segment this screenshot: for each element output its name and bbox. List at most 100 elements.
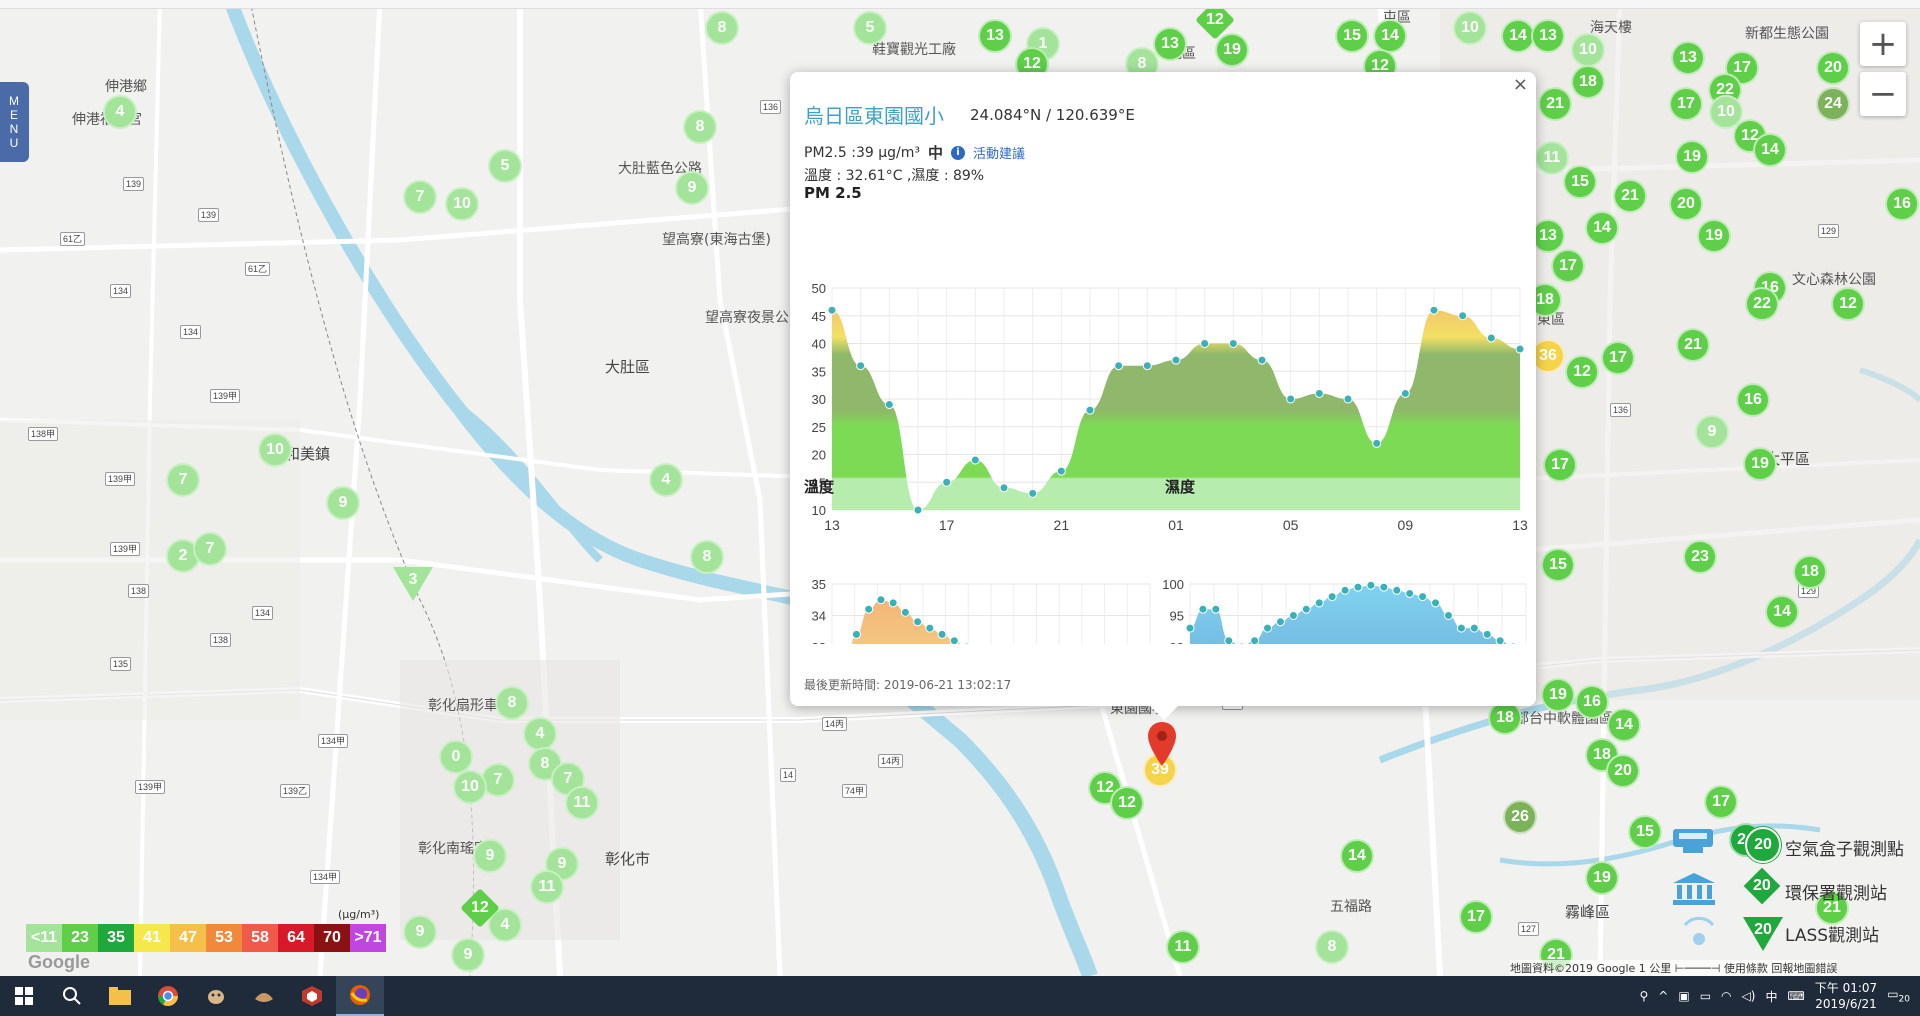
air-box-marker[interactable]: 14 [1765, 595, 1799, 629]
air-box-marker[interactable]: 19 [1215, 33, 1249, 67]
air-box-marker[interactable]: 16 [1736, 383, 1770, 417]
air-box-marker[interactable]: 8 [690, 540, 724, 574]
air-box-marker[interactable]: 17 [1543, 448, 1577, 482]
air-box-marker[interactable]: 4 [103, 95, 137, 129]
air-box-marker[interactable]: 12 [1831, 287, 1865, 321]
air-box-marker[interactable]: 11 [1166, 930, 1200, 964]
wifi-icon[interactable]: ◠ [1721, 989, 1732, 1003]
air-box-marker[interactable]: 5 [853, 11, 887, 45]
air-box-marker[interactable]: 12 [1088, 771, 1122, 805]
air-box-marker[interactable]: 8 [683, 110, 717, 144]
air-box-marker[interactable]: 12 [1565, 355, 1599, 389]
location-pin-icon[interactable] [1146, 720, 1178, 770]
search-icon[interactable] [48, 976, 96, 1016]
air-box-marker[interactable]: 14 [1501, 19, 1535, 53]
air-box-marker[interactable]: 19 [1675, 140, 1709, 174]
air-box-marker[interactable]: 10 [258, 433, 292, 467]
air-box-marker[interactable]: 17 [1459, 900, 1493, 934]
air-box-marker[interactable]: 20 [1669, 187, 1703, 221]
air-box-marker[interactable]: 18 [1793, 555, 1827, 589]
close-icon[interactable]: × [1512, 74, 1528, 95]
air-box-marker[interactable]: 21 [1538, 87, 1572, 121]
air-box-marker[interactable]: 14 [1340, 839, 1374, 873]
air-box-marker[interactable]: 14 [1585, 211, 1619, 245]
air-box-marker[interactable]: 9 [451, 938, 485, 972]
air-box-marker[interactable]: 7 [403, 180, 437, 214]
ime-indicator[interactable]: 中 [1765, 989, 1778, 1004]
air-box-marker[interactable]: 4 [488, 908, 522, 942]
battery-icon[interactable]: ▭ [1699, 989, 1712, 1003]
air-box-marker[interactable]: 7 [193, 532, 227, 566]
air-box-marker[interactable]: 23 [1683, 540, 1717, 574]
air-box-marker[interactable]: 13 [1671, 41, 1705, 75]
air-box-marker[interactable]: 5 [488, 149, 522, 183]
zoom-out-button[interactable]: − [1860, 72, 1906, 116]
air-box-marker[interactable]: 9 [675, 171, 709, 205]
air-box-marker[interactable]: 15 [1541, 548, 1575, 582]
air-box-marker[interactable]: 7 [551, 762, 585, 796]
air-box-marker[interactable]: 10 [1571, 33, 1605, 67]
air-box-marker[interactable]: 21 [1676, 328, 1710, 362]
air-box-marker[interactable]: 36 [1531, 339, 1565, 373]
air-box-marker[interactable]: 15 [1563, 165, 1597, 199]
air-box-marker[interactable]: 20 [1816, 51, 1850, 85]
keyboard-icon[interactable]: ⌨ [1787, 989, 1805, 1003]
air-box-marker[interactable]: 11 [565, 786, 599, 820]
app-icon[interactable] [240, 976, 288, 1016]
notification-icon[interactable]: ▭20 [1887, 987, 1910, 1005]
air-box-marker[interactable]: 13 [978, 19, 1012, 53]
windows-start-icon[interactable] [0, 976, 48, 1016]
air-box-marker[interactable]: 19 [1743, 447, 1777, 481]
app-icon[interactable] [192, 976, 240, 1016]
firefox-icon[interactable] [336, 976, 384, 1016]
air-box-marker[interactable]: 11 [1535, 141, 1569, 175]
chrome-icon[interactable] [144, 976, 192, 1016]
air-box-marker[interactable]: 14 [1753, 133, 1787, 167]
info-icon[interactable]: i [951, 145, 965, 160]
air-box-marker[interactable]: 20 [1606, 754, 1640, 788]
air-box-marker[interactable]: 13 [1531, 19, 1565, 53]
air-box-marker[interactable]: 17 [1551, 249, 1585, 283]
air-box-marker[interactable]: 17 [1669, 87, 1703, 121]
air-box-marker[interactable]: 19 [1697, 219, 1731, 253]
air-box-marker[interactable]: 13 [1153, 27, 1187, 61]
air-box-marker[interactable]: 8 [495, 686, 529, 720]
air-box-marker[interactable]: 19 [1541, 678, 1575, 712]
people-icon[interactable]: ⚲ [1639, 989, 1649, 1003]
app-icon[interactable] [288, 976, 336, 1016]
air-box-marker[interactable]: 26 [1503, 800, 1537, 834]
air-box-marker[interactable]: 21 [1815, 891, 1849, 925]
air-box-marker[interactable]: 4 [649, 463, 683, 497]
air-box-marker[interactable]: 10 [453, 770, 487, 804]
air-box-marker[interactable]: 19 [1585, 861, 1619, 895]
chevron-up-icon[interactable]: ^ [1658, 989, 1669, 1003]
air-box-marker[interactable]: 13 [1531, 219, 1565, 253]
air-box-marker[interactable]: 4 [523, 717, 557, 751]
menu-button[interactable]: M E N U [0, 82, 29, 162]
air-box-marker[interactable]: 21 [1613, 179, 1647, 213]
air-box-marker[interactable]: 9 [1695, 415, 1729, 449]
air-box-marker[interactable]: 10 [1453, 11, 1487, 45]
map-attribution[interactable]: 地圖資料©2019 Google 1 公里 ⊢────⊣ 使用條款 回報地圖錯誤 [1510, 960, 1838, 976]
air-box-marker[interactable]: 11 [530, 870, 564, 904]
air-box-marker[interactable]: 17 [1704, 785, 1738, 819]
air-box-marker[interactable]: 15 [1628, 815, 1662, 849]
air-box-marker[interactable]: 16 [1575, 685, 1609, 719]
air-box-marker[interactable]: 24 [1816, 87, 1850, 121]
volume-icon[interactable]: ◁) [1741, 989, 1756, 1003]
lass-station-marker[interactable]: 3 [393, 567, 433, 601]
air-box-marker[interactable]: 8 [1315, 930, 1349, 964]
clock[interactable]: 下午 01:07 2019/6/21 [1815, 980, 1877, 1012]
air-box-marker[interactable]: 14 [1373, 19, 1407, 53]
air-box-marker[interactable]: 18 [1585, 738, 1619, 772]
air-box-marker[interactable]: 14 [1607, 708, 1641, 742]
air-box-marker[interactable]: 12 [1110, 786, 1144, 820]
activity-advice-link[interactable]: 活動建議 [973, 147, 1026, 162]
air-box-marker[interactable]: 15 [1335, 19, 1369, 53]
zoom-in-button[interactable]: + [1860, 22, 1906, 66]
air-box-marker[interactable]: 9 [326, 486, 360, 520]
air-box-marker[interactable]: 18 [1571, 65, 1605, 99]
air-box-marker[interactable]: 10 [445, 187, 479, 221]
file-explorer-icon[interactable] [96, 976, 144, 1016]
air-box-marker[interactable]: 17 [1601, 341, 1635, 375]
